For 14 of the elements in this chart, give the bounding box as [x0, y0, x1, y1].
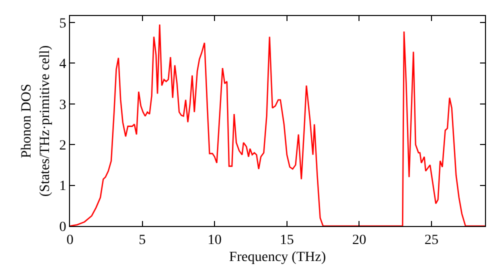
y-axis-title: Phonon DOS (States/THz·primitive cell): [20, 45, 53, 197]
x-tick-label: 25: [424, 232, 438, 248]
y-tick-label: 5: [59, 16, 66, 32]
x-tick-label: 10: [208, 232, 222, 248]
line-series: [70, 24, 485, 226]
x-axis-title: Frequency (THz): [229, 250, 326, 266]
x-tick-label: 20: [352, 232, 366, 248]
y-tick-label: 3: [59, 98, 66, 113]
x-tick-label: 15: [280, 232, 294, 248]
y-tick-label: 0: [59, 220, 66, 235]
x-tick-label: 5: [138, 232, 146, 248]
y-tick-label: 2: [59, 138, 66, 154]
y-tick-label: 1: [59, 179, 66, 194]
y-tick-label: 4: [59, 57, 66, 72]
